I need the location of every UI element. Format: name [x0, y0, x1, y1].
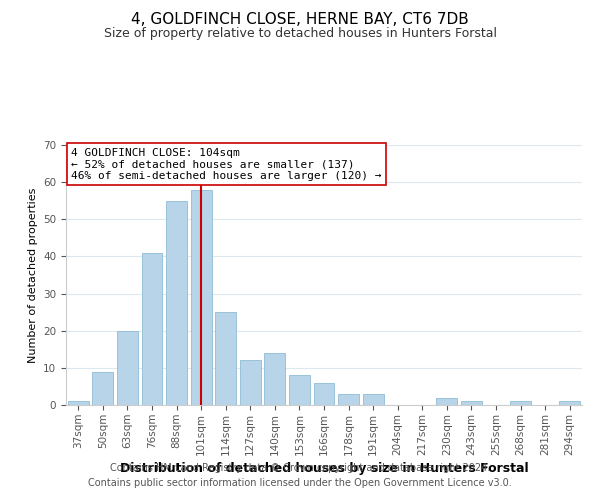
- Bar: [92, 372, 113, 405]
- Bar: [510, 402, 531, 405]
- Bar: [436, 398, 457, 405]
- Text: 4, GOLDFINCH CLOSE, HERNE BAY, CT6 7DB: 4, GOLDFINCH CLOSE, HERNE BAY, CT6 7DB: [131, 12, 469, 28]
- X-axis label: Distribution of detached houses by size in Hunters Forstal: Distribution of detached houses by size …: [119, 462, 529, 474]
- Bar: [117, 330, 138, 405]
- Bar: [314, 382, 334, 405]
- Bar: [142, 252, 163, 405]
- Y-axis label: Number of detached properties: Number of detached properties: [28, 188, 38, 362]
- Bar: [191, 190, 212, 405]
- Bar: [166, 200, 187, 405]
- Bar: [362, 394, 383, 405]
- Text: 4 GOLDFINCH CLOSE: 104sqm
← 52% of detached houses are smaller (137)
46% of semi: 4 GOLDFINCH CLOSE: 104sqm ← 52% of detac…: [71, 148, 382, 181]
- Bar: [265, 353, 286, 405]
- Bar: [68, 402, 89, 405]
- Bar: [461, 402, 482, 405]
- Bar: [338, 394, 359, 405]
- Bar: [559, 402, 580, 405]
- Bar: [215, 312, 236, 405]
- Bar: [240, 360, 261, 405]
- Bar: [289, 376, 310, 405]
- Text: Contains HM Land Registry data © Crown copyright and database right 2024.
Contai: Contains HM Land Registry data © Crown c…: [88, 462, 512, 487]
- Text: Size of property relative to detached houses in Hunters Forstal: Size of property relative to detached ho…: [104, 28, 497, 40]
